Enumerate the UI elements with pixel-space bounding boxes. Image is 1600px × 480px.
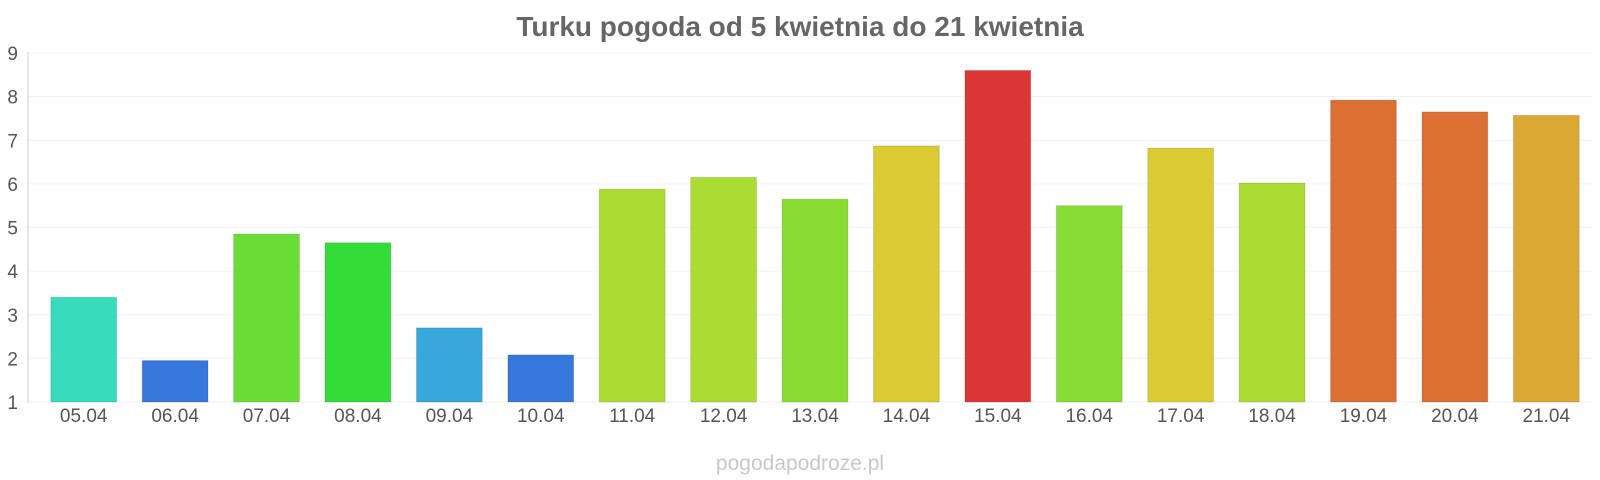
x-tick-label: 15.04 — [974, 406, 1022, 427]
x-tick-label: 18.04 — [1248, 406, 1296, 427]
bar-06.04 — [141, 360, 209, 403]
y-tick-label: 6 — [7, 175, 18, 196]
y-tick-label: 3 — [7, 306, 18, 327]
x-tick-label: 05.04 — [60, 406, 108, 427]
bar-18.04 — [1238, 182, 1306, 403]
y-tick-label: 5 — [7, 219, 18, 240]
x-tick-label: 20.04 — [1431, 406, 1479, 427]
bar-11.04 — [598, 188, 666, 403]
chart-title: Turku pogoda od 5 kwietnia do 21 kwietni… — [516, 11, 1084, 42]
y-tick-label: 9 — [7, 44, 18, 65]
y-tick-label: 1 — [7, 393, 18, 414]
x-tick-label: 19.04 — [1340, 406, 1388, 427]
x-tick-label: 13.04 — [791, 406, 839, 427]
bar-17.04 — [1147, 147, 1215, 403]
y-tick-label: 2 — [7, 349, 18, 370]
x-tick-label: 07.04 — [243, 406, 291, 427]
x-axis-ticks: 05.04 06.04 07.04 08.04 09.04 10.04 11.04 12.04… — [60, 406, 1571, 427]
bar-14.04 — [873, 145, 940, 403]
x-tick-label: 12.04 — [700, 406, 748, 427]
x-tick-label: 09.04 — [426, 406, 474, 427]
bar-16.04 — [1055, 205, 1123, 403]
bar-08.04 — [324, 242, 392, 403]
bar-09.04 — [415, 327, 483, 403]
bar-20.04 — [1421, 111, 1489, 403]
x-tick-label: 14.04 — [883, 406, 931, 427]
x-tick-label: 10.04 — [517, 406, 565, 427]
x-tick-label: 08.04 — [334, 406, 382, 427]
x-tick-label: 16.04 — [1065, 406, 1113, 427]
x-tick-label: 21.04 — [1523, 406, 1571, 427]
bar-05.04 — [50, 296, 118, 403]
x-tick-label: 17.04 — [1157, 406, 1205, 427]
y-axis-ticks: 1 2 3 4 5 6 7 8 9 — [7, 44, 18, 414]
bars — [50, 69, 1580, 403]
bar-15.04 — [964, 69, 1032, 403]
y-tick-label: 8 — [7, 88, 18, 109]
y-tick-label: 7 — [7, 131, 18, 152]
y-tick-label: 4 — [7, 262, 18, 283]
bar-07.04 — [233, 233, 300, 403]
x-tick-label: 11.04 — [609, 406, 656, 427]
bar-12.04 — [690, 176, 757, 403]
bar-10.04 — [507, 354, 575, 403]
x-tick-label: 06.04 — [151, 406, 199, 427]
bar-21.04 — [1512, 114, 1580, 403]
watermark: pogodapodroze.pl — [716, 452, 884, 475]
bar-13.04 — [781, 198, 849, 403]
bar-19.04 — [1330, 99, 1397, 403]
